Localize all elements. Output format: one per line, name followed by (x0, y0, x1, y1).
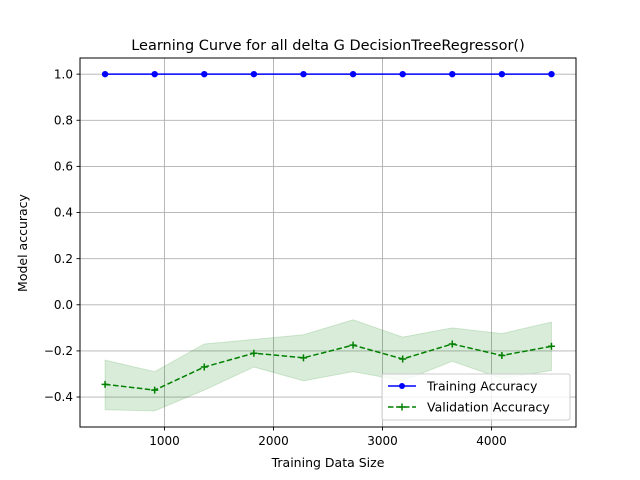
y-axis-label: Model accuracy (15, 193, 30, 292)
training-point (300, 70, 307, 78)
training-point (151, 70, 158, 78)
x-tick-label: 1000 (149, 434, 180, 448)
legend-label-validation: Validation Accuracy (427, 400, 550, 415)
y-tick-label: 1.0 (54, 67, 73, 81)
validation-point (448, 340, 456, 348)
validation-point (547, 342, 555, 350)
validation-point (151, 386, 159, 394)
x-tick-label: 2000 (258, 434, 289, 448)
y-tick-label: 0.0 (54, 298, 73, 312)
legend-marker-validation (398, 403, 406, 411)
validation-point (200, 363, 208, 371)
y-tick-label: 0.8 (54, 113, 73, 127)
y-tick-label: 0.2 (54, 252, 73, 266)
validation-point (299, 354, 307, 362)
y-tick-label: 0.6 (54, 160, 73, 174)
y-tick-label: 0.4 (54, 206, 73, 220)
plot-frame (79, 57, 577, 428)
training-point (250, 70, 258, 78)
legend-label-training: Training Accuracy (426, 379, 538, 394)
validation-point (498, 352, 506, 360)
validation-std-band (104, 319, 552, 412)
validation-point (399, 355, 407, 363)
x-tick-label: 4000 (476, 434, 507, 448)
validation-accuracy-line (104, 343, 552, 391)
chart-title: Learning Curve for all delta G DecisionT… (131, 38, 525, 54)
training-point (101, 70, 109, 78)
legend-box (381, 373, 571, 421)
series-layer (101, 70, 555, 394)
training-point (349, 70, 357, 78)
x-axis-label: Training Data Size (271, 455, 385, 470)
x-tick-label: 3000 (367, 434, 398, 448)
training-point (498, 70, 506, 78)
legend: Training Accuracy Validation Accuracy (381, 373, 571, 421)
tick-layer: 1000 2000 3000 4000 1.0 0.8 0.6 0.4 0.2 0.0 −0.2 −0… (44, 67, 507, 448)
validation-point (349, 341, 357, 349)
validation-point (250, 349, 258, 357)
training-point (449, 70, 456, 78)
legend-marker-training (399, 383, 405, 389)
training-point (548, 70, 555, 78)
training-point (399, 70, 406, 78)
training-point (201, 70, 208, 78)
validation-point (101, 380, 109, 388)
band-layer (104, 319, 552, 412)
y-tick-label: −0.4 (44, 390, 73, 404)
y-tick-label: −0.2 (44, 344, 73, 358)
